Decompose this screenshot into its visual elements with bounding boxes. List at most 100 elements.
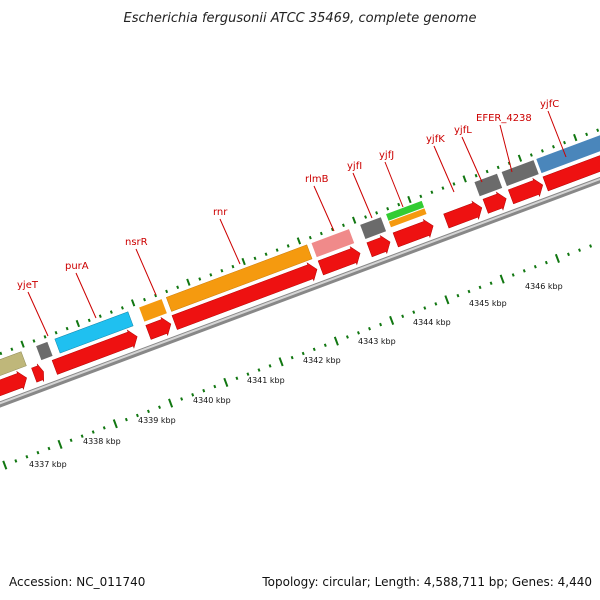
feature-rlmB[interactable] [311, 229, 355, 258]
upper-tick [474, 173, 478, 178]
genome-backbone-highlight [0, 163, 600, 411]
cds-arrow[interactable] [145, 315, 174, 341]
upper-tick [10, 347, 14, 352]
upper-tick [419, 194, 423, 199]
upper-tick [220, 268, 224, 273]
feature-yjfJ-green[interactable] [386, 200, 425, 221]
upper-tick [540, 149, 544, 153]
scale-tick [191, 393, 195, 397]
cds-arrow[interactable] [31, 363, 47, 384]
cds-arrow[interactable] [443, 199, 485, 230]
upper-tick [176, 285, 180, 290]
scale-tick [69, 438, 73, 443]
scale-tick [235, 376, 239, 381]
cds-arrow[interactable] [51, 328, 140, 377]
scale-tick [389, 315, 395, 325]
scale-tick [456, 293, 460, 298]
scale-tick [80, 434, 84, 438]
scale-tick [522, 269, 526, 273]
kbp-label-4346: 4346 kbp [525, 282, 563, 291]
upper-tick [496, 165, 500, 170]
scale-tick [533, 264, 537, 269]
gene-label-purA[interactable]: purA [65, 261, 89, 272]
scale-tick [102, 426, 106, 430]
upper-tick [43, 335, 47, 339]
gene-label-EFER_4238[interactable]: EFER_4238 [476, 113, 532, 124]
feature-EFER_4238[interactable] [501, 160, 539, 187]
gene-label-rlmB[interactable]: rlmB [305, 174, 329, 185]
scale-tick [401, 314, 405, 319]
genome-title: Escherichia fergusonii ATCC 35469, compl… [124, 11, 477, 26]
cds-arrow[interactable] [507, 176, 547, 206]
gene-label-rnr[interactable]: rnr [213, 207, 228, 218]
cds-arrow[interactable] [171, 260, 320, 331]
scale-tick [578, 248, 581, 252]
scale-tick [112, 419, 118, 429]
upper-tick [275, 248, 279, 252]
kbp-label-4342: 4342 kbp [303, 356, 341, 365]
feature-yjfL[interactable] [474, 173, 503, 197]
scale-tick [423, 306, 427, 310]
genome-summary-text: Topology: circular; Length: 4,588,711 bp… [261, 575, 592, 589]
cds-arrow[interactable] [392, 217, 436, 249]
gene-label-yjfC[interactable]: yjfC [540, 99, 559, 110]
scale-tick [135, 413, 139, 418]
upper-tick [286, 244, 290, 248]
scale-tick [14, 459, 18, 463]
upper-tick [264, 252, 268, 256]
scale-tick [312, 347, 316, 352]
upper-tick [375, 211, 379, 215]
feature-small-gray-1[interactable] [36, 341, 53, 361]
upper-tick [364, 215, 368, 219]
leader-nsrR [135, 248, 157, 296]
gene-label-yjfK[interactable]: yjfK [426, 134, 445, 145]
upper-tick [397, 202, 401, 207]
cds-arrow[interactable] [0, 369, 30, 405]
scale-tick [412, 310, 416, 314]
upper-tick [485, 169, 489, 174]
cds-arrow[interactable] [366, 233, 393, 259]
upper-tick [517, 154, 523, 162]
feature-yjfI[interactable] [360, 217, 387, 239]
feature-yjfC[interactable] [536, 131, 600, 174]
scale-tick [368, 326, 371, 331]
kbp-label-4340: 4340 kbp [193, 396, 231, 405]
kbp-label-4341: 4341 kbp [247, 376, 285, 385]
gene-label-yjfL[interactable]: yjfL [454, 125, 472, 136]
scale-tick [158, 405, 161, 409]
upper-tick [54, 330, 58, 335]
scale-tick [511, 273, 515, 277]
upper-tick [342, 223, 345, 228]
feature-purA[interactable] [54, 311, 134, 354]
scale-tick [246, 372, 250, 376]
scale-tick [589, 244, 593, 248]
gene-label-nsrR[interactable]: nsrR [125, 237, 148, 248]
upper-tick [441, 186, 445, 190]
scale-tick [223, 377, 229, 387]
scale-tick [345, 335, 349, 339]
feature-yjeT[interactable] [0, 351, 27, 386]
kbp-label-4344: 4344 kbp [413, 318, 451, 327]
cds-arrow[interactable] [482, 190, 509, 216]
cds-arrow[interactable] [317, 244, 363, 277]
leader-rlmB [313, 185, 335, 232]
gene-label-yjeT[interactable]: yjeT [17, 280, 39, 291]
upper-tick [109, 310, 113, 314]
feature-yjfJ-orange[interactable] [388, 208, 427, 228]
scale-tick [278, 357, 284, 367]
upper-tick [98, 314, 102, 318]
feature-rnr[interactable] [165, 244, 313, 312]
leader-purA [75, 272, 97, 319]
scale-tick-row [2, 244, 593, 470]
upper-tick [75, 319, 81, 328]
upper-tick [130, 299, 136, 307]
leader-yjfC [547, 110, 567, 158]
scale-tick [357, 331, 360, 335]
gene-label-yjfJ[interactable]: yjfJ [379, 150, 394, 161]
kbp-label-4343: 4343 kbp [358, 337, 396, 346]
feature-nsrR[interactable] [139, 299, 167, 322]
cds-arrow[interactable] [542, 135, 600, 193]
gene-label-yjfI[interactable]: yjfI [347, 161, 362, 172]
leader-yjfJ [384, 161, 404, 208]
